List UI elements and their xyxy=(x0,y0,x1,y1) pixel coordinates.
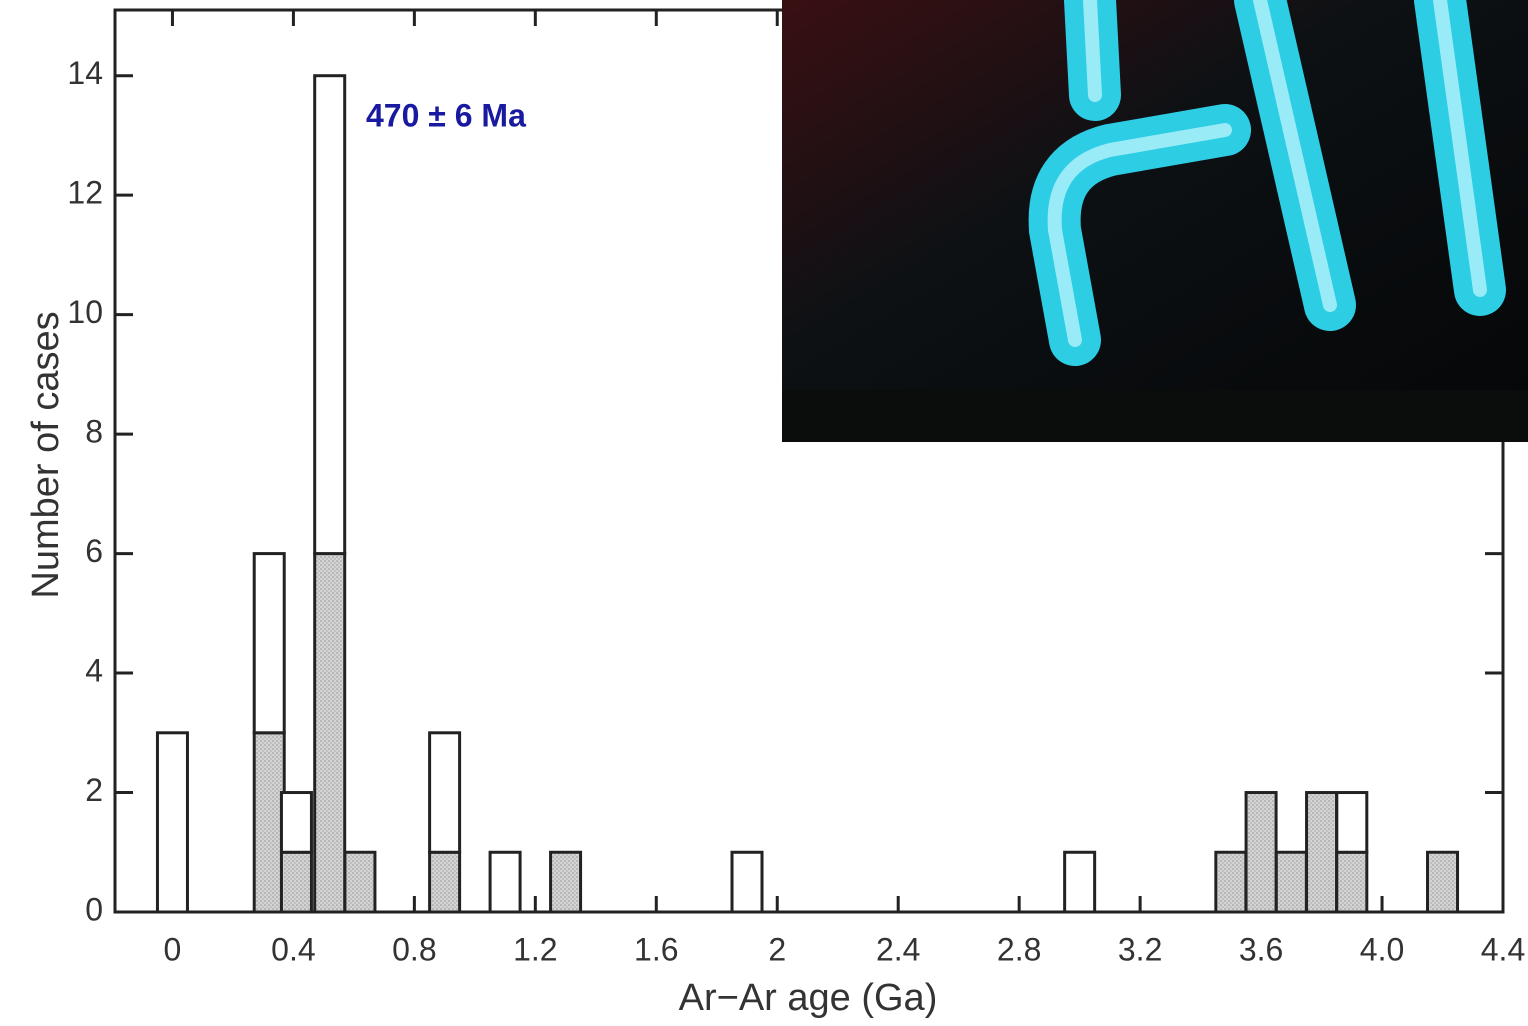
neon-photo xyxy=(782,0,1528,442)
stipple-texture xyxy=(346,854,373,910)
x-tick-label: 2 xyxy=(768,931,786,967)
y-tick-label: 8 xyxy=(85,414,103,450)
stipple-texture xyxy=(431,854,458,910)
stipple-texture xyxy=(552,854,579,910)
x-tick-label: 0.4 xyxy=(271,931,315,967)
stipple-texture xyxy=(256,734,283,910)
x-tick-label: 0.8 xyxy=(392,931,436,967)
bar xyxy=(730,850,764,914)
bar xyxy=(488,850,522,914)
bar xyxy=(428,731,462,854)
x-tick-label: 4.0 xyxy=(1360,931,1404,967)
y-tick-label: 6 xyxy=(85,533,103,569)
x-tick-label: 4.4 xyxy=(1481,931,1525,967)
y-tick-label: 4 xyxy=(85,653,103,689)
y-tick-label: 10 xyxy=(67,294,103,330)
stipple-texture xyxy=(1308,794,1335,910)
stipple-texture xyxy=(1429,854,1456,910)
y-tick-label: 2 xyxy=(85,772,103,808)
bar xyxy=(1335,791,1369,854)
stipple-texture xyxy=(1338,854,1365,910)
x-tick-label: 3.2 xyxy=(1118,931,1162,967)
annotation: 470 ± 6 Ma xyxy=(366,97,526,133)
stipple-texture xyxy=(316,555,343,910)
x-tick-label: 1.6 xyxy=(634,931,678,967)
stipple-texture xyxy=(1248,794,1275,910)
y-axis-title: Number of cases xyxy=(25,311,67,598)
bar xyxy=(313,74,347,556)
bar xyxy=(279,791,313,854)
y-tick-label: 0 xyxy=(85,891,103,927)
stipple-texture xyxy=(1217,854,1244,910)
stipple-texture xyxy=(283,854,310,910)
stipple-texture xyxy=(1278,854,1305,910)
x-tick-label: 2.4 xyxy=(876,931,920,967)
x-tick-label: 3.6 xyxy=(1239,931,1283,967)
bar xyxy=(155,731,189,914)
x-tick-label: 0 xyxy=(164,931,182,967)
x-tick-label: 1.2 xyxy=(513,931,557,967)
y-tick-label: 14 xyxy=(67,55,103,91)
x-axis-title: Ar−Ar age (Ga) xyxy=(679,977,938,1019)
bar xyxy=(1063,850,1097,914)
x-tick-label: 2.8 xyxy=(997,931,1041,967)
bar xyxy=(252,552,286,735)
y-tick-label: 12 xyxy=(67,175,103,211)
